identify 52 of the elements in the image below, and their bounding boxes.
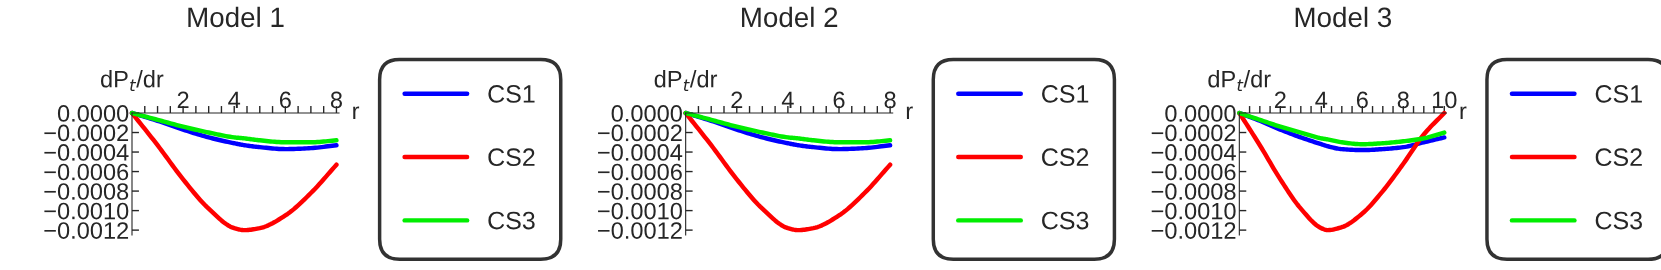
legend-label: CS2: [1042, 148, 1089, 167]
x-tick-label: 4: [228, 91, 241, 109]
y-tick-label: −0.0006: [44, 163, 129, 181]
legend-label: CS1: [1042, 85, 1089, 103]
y-tick-label: −0.0010: [1151, 202, 1236, 220]
x-tick-label: 6: [833, 91, 845, 109]
x-tick-label: 10: [1432, 91, 1457, 109]
y-tick-label: −0.0002: [44, 124, 129, 142]
y-tick-label: −0.0004: [1151, 144, 1236, 161]
y-tick-label: −0.0002: [1151, 124, 1236, 142]
y-tick-label: −0.0010: [598, 202, 682, 220]
chart-title: Model 1: [188, 6, 284, 28]
x-axis-title: r: [906, 106, 913, 120]
legend-label: CS1: [488, 85, 535, 103]
y-tick-label: −0.0006: [598, 163, 682, 181]
x-axis-title: r: [1460, 106, 1467, 120]
legend-label: CS3: [1042, 211, 1089, 230]
x-tick-label: 2: [177, 91, 189, 109]
y-tick-label: 0.0000: [57, 105, 129, 122]
y-tick-label: 0.0000: [1165, 105, 1236, 122]
chart-title: Model 2: [742, 6, 838, 28]
legend-label: CS1: [1595, 85, 1642, 103]
y-tick-label: −0.0008: [598, 183, 682, 200]
y-tick-label: −0.0008: [1151, 183, 1236, 200]
x-tick-label: 2: [1274, 91, 1286, 109]
legend-label: CS2: [1595, 148, 1642, 167]
y-tick-label: −0.0012: [1151, 222, 1236, 239]
y-tick-label: 0.0000: [611, 105, 682, 122]
y-axis-title: dP$_{t}$/dr: [101, 70, 164, 92]
legend-label: CS3: [1595, 211, 1642, 230]
x-tick-label: 6: [279, 91, 291, 109]
legend-label: CS3: [488, 211, 535, 230]
y-tick-label: −0.0012: [598, 222, 682, 239]
y-tick-label: −0.0006: [1151, 163, 1236, 181]
x-tick-label: 4: [781, 91, 794, 109]
x-tick-label: 8: [884, 91, 896, 109]
y-tick-label: −0.0008: [44, 183, 129, 200]
x-tick-label: 6: [1356, 91, 1368, 109]
y-tick-label: −0.0004: [44, 144, 129, 161]
x-tick-label: 2: [731, 91, 743, 109]
y-tick-label: −0.0010: [44, 202, 129, 220]
chart-title: Model 3: [1295, 6, 1392, 28]
y-axis-title: dP$_{t}$/dr: [1208, 70, 1271, 92]
legend-label: CS2: [488, 148, 535, 167]
y-tick-label: −0.0002: [598, 124, 682, 142]
y-tick-label: −0.0004: [598, 144, 683, 161]
y-axis-title: dP$_{t}$/dr: [654, 70, 718, 92]
x-axis-title: r: [353, 106, 360, 120]
x-tick-label: 8: [1397, 91, 1409, 109]
x-tick-label: 4: [1315, 91, 1328, 109]
x-tick-label: 8: [330, 91, 342, 109]
y-tick-label: −0.0012: [44, 222, 129, 239]
